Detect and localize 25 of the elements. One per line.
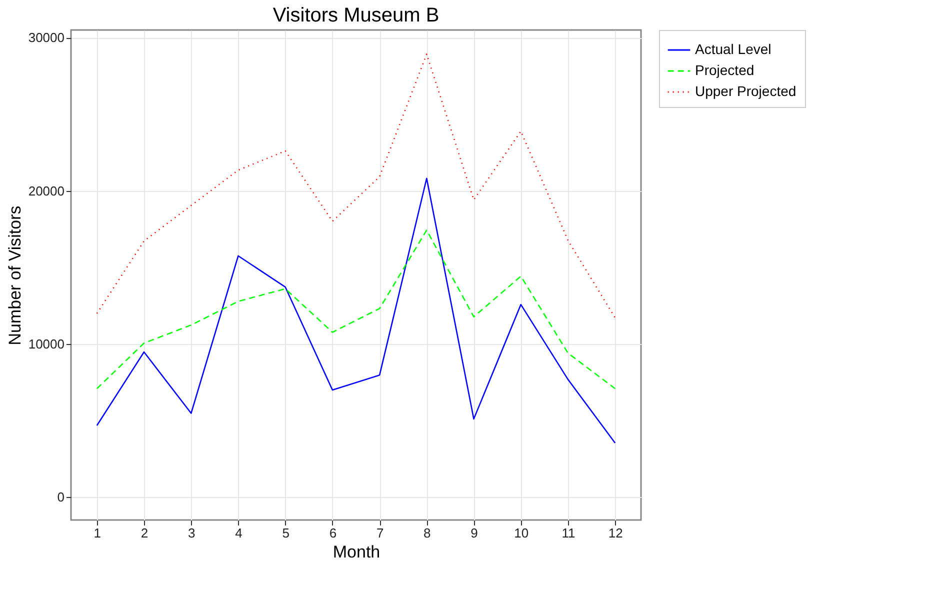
x-tick-label: 9 (470, 526, 478, 540)
y-tick-label: 0 (57, 490, 64, 505)
line-series (96, 229, 616, 390)
y-tick-label: 10000 (28, 336, 64, 352)
chart-title: Visitors Museum B (272, 4, 440, 26)
x-tick-label: 4 (235, 526, 242, 540)
x-tick-label: 3 (188, 526, 196, 540)
y-axis-title: Number of Visitors (5, 206, 24, 346)
x-tick-label: 10 (514, 526, 529, 540)
legend-label: Projected (695, 62, 754, 78)
x-tick-label: 7 (376, 526, 384, 540)
x-tick-label: 2 (140, 526, 148, 540)
x-tick-label: 6 (329, 526, 337, 540)
line-series (96, 54, 616, 318)
y-tick-label: 20000 (28, 183, 64, 198)
legend-label: Upper Projected (695, 83, 796, 99)
x-tick-label: 8 (424, 526, 431, 540)
x-axis-title: Month (332, 542, 380, 562)
legend-label: Actual Level (695, 41, 772, 57)
line-series (96, 178, 616, 444)
x-tick-label: 1 (94, 526, 102, 540)
x-tick-label: 5 (282, 526, 290, 540)
x-tick-label: 12 (608, 526, 623, 540)
y-tick-label: 30000 (28, 30, 64, 46)
x-tick-label: 11 (562, 526, 576, 540)
